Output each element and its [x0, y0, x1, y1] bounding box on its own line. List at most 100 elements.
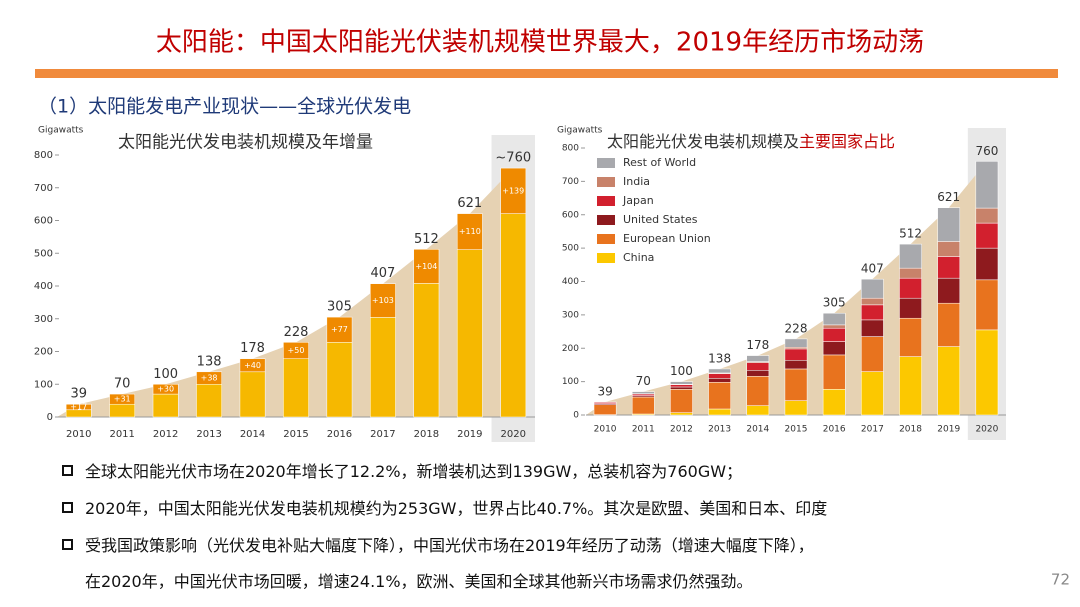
- y-tick-label: 600: [34, 216, 53, 227]
- total-label: 305: [823, 296, 846, 310]
- value-label: +38: [201, 374, 218, 383]
- total-label: 621: [937, 190, 960, 204]
- bar-segment: [937, 302, 961, 347]
- y-tick-label: 200: [562, 344, 579, 354]
- legend-label: European Union: [623, 232, 711, 245]
- bar-segment: [152, 393, 179, 418]
- total-label: 512: [414, 232, 439, 247]
- total-label: 621: [457, 196, 482, 211]
- y-axis-label: Gigawatts: [38, 126, 84, 136]
- total-label: 228: [284, 325, 309, 340]
- x-tick-label: 2020: [975, 425, 998, 435]
- bar-segment: [784, 348, 808, 361]
- bar-segment: [500, 213, 527, 418]
- bar-segment: [456, 213, 483, 250]
- bar-segment: [899, 277, 922, 299]
- total-label: 407: [861, 262, 884, 276]
- y-tick-label: 200: [34, 347, 53, 358]
- legend-label: Japan: [622, 194, 654, 207]
- bar-segment: [861, 297, 884, 306]
- x-tick-label: 2019: [457, 429, 482, 440]
- x-tick-label: 2019: [937, 425, 960, 435]
- bar-segment: [822, 341, 846, 356]
- bar-segment: [937, 346, 961, 416]
- legend-swatch: [597, 253, 615, 263]
- bullet-square: [62, 502, 73, 513]
- bar-segment: [937, 207, 961, 242]
- y-tick-label: 400: [562, 277, 579, 287]
- total-label: 512: [899, 227, 922, 241]
- total-label: 70: [636, 374, 651, 388]
- x-tick-label: 2015: [283, 429, 308, 440]
- bar-segment: [822, 354, 846, 390]
- bar-segment: [670, 381, 693, 385]
- bar-segment: [500, 167, 527, 214]
- bullet-text: 受我国政策影响（光伏发电补贴大幅度下降），中国光伏市场在2019年经历了动荡（增…: [85, 536, 814, 555]
- legend-label: United States: [623, 213, 698, 226]
- bullet-square: [62, 465, 73, 476]
- legend-label: India: [623, 175, 650, 188]
- bar-segment: [784, 400, 808, 416]
- bar-segment: [670, 412, 693, 416]
- x-tick-label: 2010: [66, 429, 91, 440]
- y-tick-label: 0: [573, 411, 579, 421]
- legend-swatch: [597, 234, 615, 244]
- legend-swatch: [597, 215, 615, 225]
- bar-segment: [784, 338, 808, 348]
- x-tick-label: 2014: [240, 429, 265, 440]
- chart-title-highlight: 主要国家占比: [799, 132, 895, 151]
- value-label: +31: [114, 395, 131, 404]
- chart-title-main: 太阳能光伏发电装机规模及: [607, 132, 799, 151]
- y-tick-label: 800: [562, 144, 579, 154]
- bar-segment: [708, 408, 731, 416]
- total-label: 39: [70, 387, 87, 402]
- bar-segment: [975, 329, 999, 416]
- total-label: 228: [785, 321, 808, 335]
- bar-segment: [370, 283, 396, 318]
- total-label: 70: [114, 377, 131, 392]
- y-tick-label: 700: [562, 177, 579, 187]
- total-label: 760: [975, 144, 998, 158]
- x-tick-label: 2018: [899, 425, 922, 435]
- bar-segment: [822, 327, 846, 342]
- value-label: +110: [459, 227, 481, 236]
- bar-segment: [746, 376, 770, 406]
- y-tick-label: 600: [562, 210, 579, 220]
- legend-label: China: [623, 251, 654, 264]
- bar-segment: [708, 368, 731, 374]
- x-tick-label: 2012: [670, 425, 693, 435]
- bar-segment: [899, 317, 922, 357]
- title-rule: [35, 69, 1058, 78]
- total-label: 138: [197, 354, 222, 369]
- x-tick-label: 2012: [153, 429, 178, 440]
- value-label: +40: [244, 361, 261, 370]
- y-tick-label: 100: [562, 377, 579, 387]
- bar-segment: [746, 405, 770, 416]
- bar-segment: [975, 161, 999, 209]
- total-label: 407: [370, 266, 395, 281]
- total-label: 100: [153, 367, 178, 382]
- bar-segment: [670, 384, 693, 388]
- total-label: 305: [327, 300, 352, 315]
- bar-segment: [413, 249, 440, 284]
- legend-swatch: [597, 196, 615, 206]
- bar-segment: [899, 243, 922, 269]
- bar-segment: [593, 404, 617, 415]
- bar-segment: [937, 277, 961, 304]
- bar-segment: [822, 324, 846, 329]
- x-tick-label: 2014: [746, 425, 769, 435]
- x-tick-label: 2013: [196, 429, 221, 440]
- chart-title: 太阳能光伏发电装机规模及年增量: [118, 133, 373, 153]
- slide-title: 太阳能：中国太阳能光伏装机规模世界最大，2019年经历市场动荡: [156, 28, 924, 58]
- bar-segment: [861, 304, 884, 321]
- value-label: +50: [288, 346, 305, 355]
- y-tick-label: 500: [34, 248, 53, 259]
- bar-segment: [784, 346, 808, 350]
- bar-segment: [196, 384, 222, 418]
- bullet-square: [62, 539, 73, 550]
- y-tick-label: 300: [34, 314, 53, 325]
- bar-segment: [631, 396, 655, 415]
- bar-segment: [670, 389, 693, 413]
- total-label: 100: [670, 364, 693, 378]
- x-tick-label: 2013: [708, 425, 731, 435]
